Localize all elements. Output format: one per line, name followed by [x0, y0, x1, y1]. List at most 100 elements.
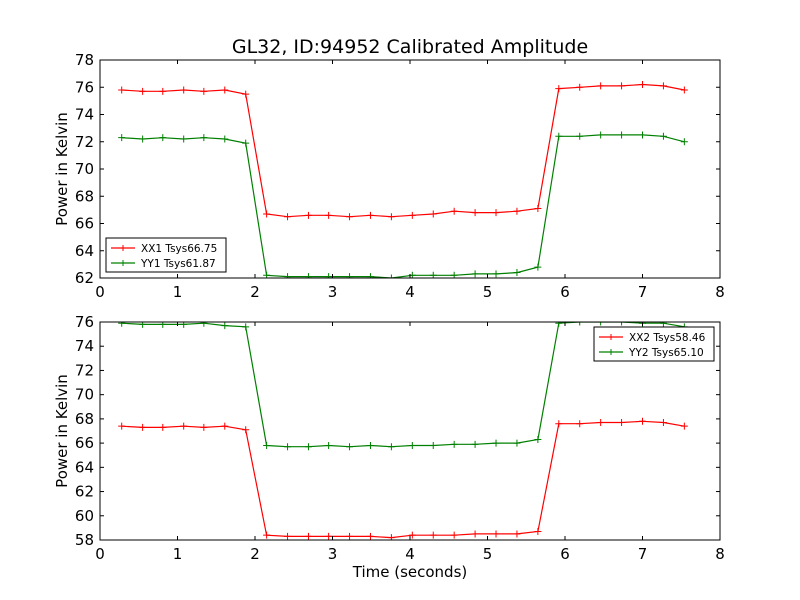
y-tick-label: 76 [75, 313, 94, 331]
legend: XX1 Tsys66.75 YY1 Tsys61.87 [105, 237, 227, 273]
series-1 [118, 417, 688, 540]
x-tick-label: 2 [250, 545, 260, 563]
data-point [576, 83, 584, 91]
data-point [263, 442, 271, 450]
data-point [242, 426, 250, 434]
data-point [242, 139, 250, 147]
data-point [200, 423, 208, 431]
data-point [304, 443, 312, 451]
data-point [118, 86, 126, 94]
y-tick-label: 62 [75, 269, 94, 287]
data-point [284, 273, 292, 278]
data-point [659, 82, 667, 90]
x-tick-label: 3 [328, 545, 338, 563]
x-tick-label: 0 [95, 283, 105, 301]
data-point [534, 205, 542, 213]
data-point [139, 87, 147, 95]
data-point [387, 443, 395, 451]
y-tick-label: 72 [75, 361, 94, 379]
series-1 [118, 81, 688, 221]
data-point [534, 528, 542, 536]
data-point [159, 423, 167, 431]
legend-label: XX2 Tsys58.46 [629, 332, 706, 344]
data-point [221, 86, 229, 94]
legend-marker [608, 349, 614, 355]
data-point [429, 442, 437, 450]
y-tick-label: 72 [75, 133, 94, 151]
data-point [118, 322, 126, 327]
data-point [346, 273, 354, 278]
y-tick-label: 70 [75, 386, 94, 404]
data-point [471, 209, 479, 217]
x-axis-label: Time (seconds) [352, 563, 468, 581]
data-point [200, 87, 208, 95]
legend-label: XX1 Tsys66.75 [141, 243, 217, 255]
data-point [492, 530, 500, 538]
y-tick-label: 64 [75, 458, 94, 476]
data-point [576, 420, 584, 428]
data-point [284, 213, 292, 221]
data-point [618, 82, 626, 90]
data-point [366, 442, 374, 450]
data-point [492, 439, 500, 447]
data-point [429, 210, 437, 218]
data-point [284, 532, 292, 540]
data-point [159, 87, 167, 95]
x-tick-label: 4 [405, 545, 415, 563]
data-point [366, 211, 374, 219]
data-point [534, 263, 542, 271]
data-point [492, 270, 500, 278]
data-point [304, 532, 312, 540]
x-tick-label: 5 [483, 545, 493, 563]
data-point [513, 439, 521, 447]
panel-2: 0 1 2 3 4 5 6 7 8 58 60 62 64 66 68 70 72 74 76 Power in Ke… [53, 313, 725, 581]
data-point [408, 211, 416, 219]
data-point [200, 322, 208, 327]
y-axis-label: Power in Kelvin [53, 112, 71, 226]
data-point [346, 532, 354, 540]
data-point [408, 531, 416, 539]
series-line [121, 134, 685, 278]
data-point [450, 440, 458, 448]
data-point [118, 134, 126, 142]
data-point [263, 531, 271, 539]
y-tick-label: 58 [75, 531, 94, 549]
y-tick-label: 66 [75, 434, 94, 452]
legend-label: YY1 Tsys61.87 [140, 258, 216, 270]
y-tick-label: 74 [75, 337, 94, 355]
y-tick-label: 78 [75, 51, 94, 69]
data-point [597, 419, 605, 427]
data-point [639, 81, 646, 89]
data-point [680, 138, 688, 146]
data-point [513, 530, 521, 538]
data-point [346, 213, 354, 221]
data-point [555, 322, 563, 327]
x-tick-label: 0 [95, 545, 105, 563]
x-tick-label: 7 [638, 545, 648, 563]
y-tick-label: 60 [75, 507, 94, 525]
data-point [180, 86, 188, 94]
data-point [118, 422, 126, 430]
data-point [471, 440, 479, 448]
series-2 [118, 322, 688, 451]
data-point [139, 423, 147, 431]
y-tick-label: 68 [75, 187, 94, 205]
data-point [659, 322, 667, 327]
data-point [659, 132, 667, 140]
data-point [597, 82, 605, 90]
data-point [429, 531, 437, 539]
legend-box [593, 326, 715, 362]
data-point [366, 532, 374, 540]
legend-marker [608, 334, 614, 340]
data-point [325, 273, 333, 278]
x-tick-label: 8 [715, 283, 725, 301]
data-point [221, 422, 229, 430]
data-point [221, 135, 229, 143]
series-line [121, 322, 685, 448]
data-point [263, 210, 271, 218]
chart-title: GL32, ID:94952 Calibrated Amplitude [232, 36, 588, 58]
data-point [221, 322, 229, 330]
data-point [325, 211, 333, 219]
